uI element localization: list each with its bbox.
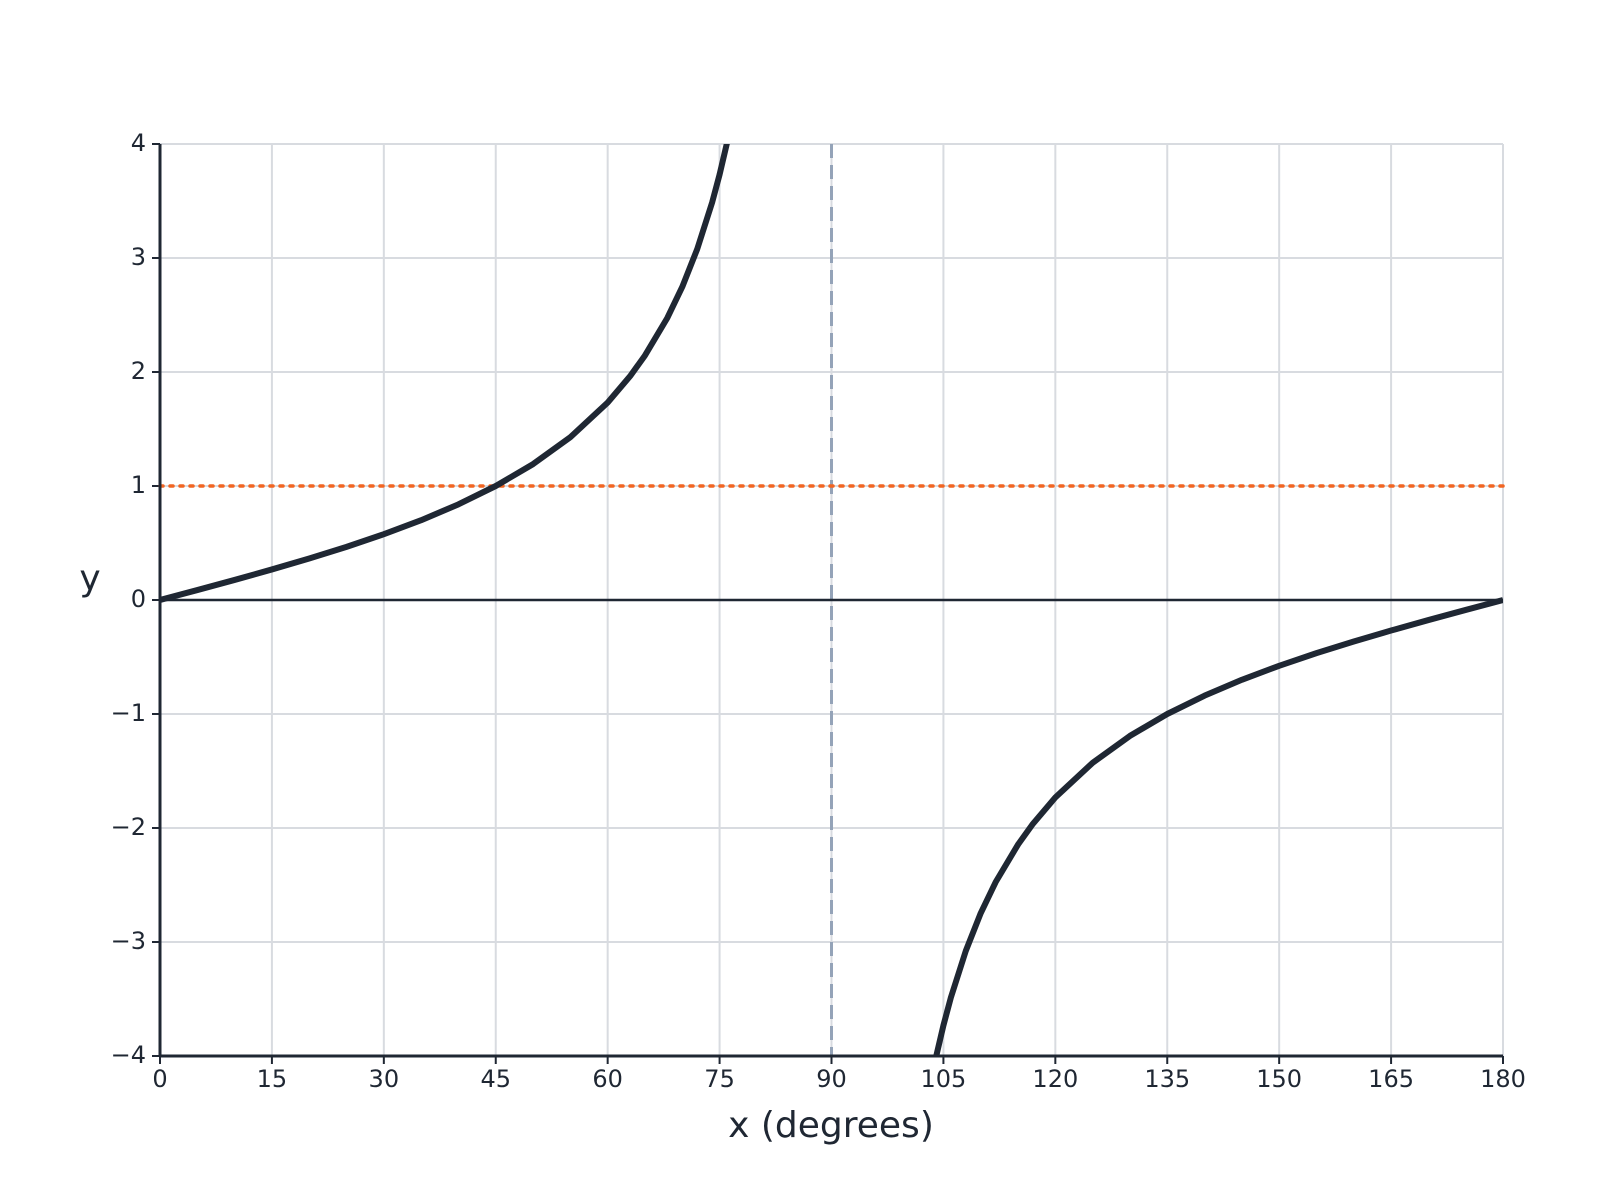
curve (160, 144, 1503, 1056)
x-tick-label: 165 (1368, 1065, 1414, 1093)
x-tick-label: 180 (1480, 1065, 1526, 1093)
x-tick-label: 90 (816, 1065, 847, 1093)
y-tick-label: −4 (111, 1041, 146, 1069)
y-tick-label: 3 (131, 243, 146, 271)
y-tick-label: −1 (111, 699, 146, 727)
x-tick-label: 0 (152, 1065, 167, 1093)
y-tick-label: 0 (131, 585, 146, 613)
y-tick-label: 4 (131, 129, 146, 157)
y-tick-label: −3 (111, 927, 146, 955)
x-tick-label: 15 (257, 1065, 288, 1093)
x-axis-label: x (degrees) (728, 1105, 934, 1146)
y-tick-label: 2 (131, 357, 146, 385)
x-tick-label: 135 (1144, 1065, 1190, 1093)
y-axis-label: y (79, 558, 100, 599)
x-tick-label: 30 (369, 1065, 400, 1093)
x-tick-label: 105 (921, 1065, 967, 1093)
x-tick-label: 45 (480, 1065, 511, 1093)
x-tick-label: 75 (704, 1065, 735, 1093)
x-tick-label: 60 (592, 1065, 623, 1093)
y-tick-label: −2 (111, 813, 146, 841)
x-tick-label: 120 (1032, 1065, 1078, 1093)
y-tick-label: 1 (131, 471, 146, 499)
x-tick-label: 150 (1256, 1065, 1302, 1093)
